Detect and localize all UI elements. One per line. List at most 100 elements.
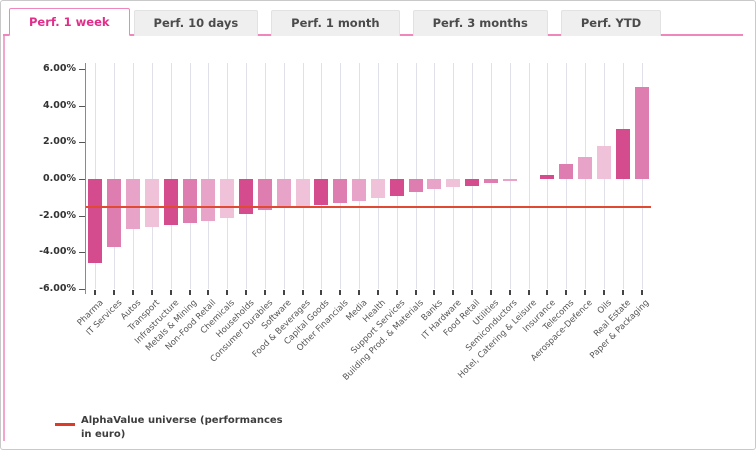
bar-autos — [126, 179, 141, 229]
gridline — [227, 63, 229, 289]
x-axis-tick — [207, 290, 210, 295]
x-axis-tick — [452, 290, 455, 295]
tab-bar: Perf. 1 week Perf. 10 days Perf. 1 month Pe… — [9, 8, 674, 36]
y-axis-tick — [79, 289, 85, 290]
gridline — [434, 63, 436, 289]
gridline — [340, 63, 342, 289]
y-axis-tick — [79, 69, 85, 70]
bar-metals-mining — [182, 179, 197, 223]
bar-it-hardware — [446, 179, 461, 188]
y-axis-label: 2.00% — [43, 136, 76, 148]
x-axis-tick — [508, 290, 511, 295]
y-axis-line — [85, 63, 86, 294]
x-axis-tick — [640, 290, 643, 295]
x-axis-tick — [245, 290, 248, 295]
gridline — [114, 63, 116, 289]
tab-perf-3-months[interactable]: Perf. 3 months — [412, 10, 548, 36]
x-axis-tick — [113, 290, 116, 295]
gridline — [359, 63, 361, 289]
y-axis-label: 6.00% — [43, 63, 76, 74]
x-axis-tick — [602, 290, 605, 295]
panel-left-border — [3, 36, 5, 441]
bar-it-services — [107, 179, 122, 247]
x-axis-tick — [565, 290, 568, 295]
gridline — [246, 63, 248, 289]
x-axis-tick — [546, 290, 549, 295]
reference-line-swatch-icon — [55, 423, 75, 426]
bar-paper-packaging — [634, 87, 649, 179]
x-axis-tick — [621, 290, 624, 295]
gridline — [170, 63, 172, 289]
bar-oils — [596, 146, 611, 179]
x-axis-tick — [433, 290, 436, 295]
bar-insurance — [540, 175, 555, 179]
bar-banks — [427, 179, 442, 190]
x-axis-tick — [150, 290, 153, 295]
bar-support-services — [389, 179, 404, 197]
legend-label-line2: in euro) — [81, 429, 126, 440]
gridline — [133, 63, 135, 289]
gridline — [396, 63, 398, 289]
bar-telecoms — [559, 164, 574, 179]
bar-software — [276, 179, 291, 209]
legend-label-line1: AlphaValue universe (performances — [81, 415, 283, 426]
x-axis-tick — [169, 290, 172, 295]
gridline — [95, 63, 97, 289]
bar-real-estate — [615, 128, 630, 179]
bar-building-prod-materials — [408, 179, 423, 192]
gridline — [151, 63, 153, 289]
gridline — [453, 63, 455, 289]
chart-legend: AlphaValue universe (performances in eur… — [55, 414, 283, 442]
legend-label: AlphaValue universe (performances in eur… — [81, 414, 283, 442]
tab-perf-ytd[interactable]: Perf. YTD — [560, 10, 662, 36]
bar-food-beverages — [295, 179, 310, 207]
tab-perf-10-days[interactable]: Perf. 10 days — [133, 10, 259, 36]
bar-aerospace-defence — [578, 157, 593, 179]
y-axis-label: 4.00% — [43, 99, 76, 111]
x-axis-tick — [282, 290, 285, 295]
bar-infrastructure — [163, 179, 178, 225]
gridline — [509, 63, 511, 289]
x-axis-tick — [226, 290, 229, 295]
bar-households — [239, 179, 254, 214]
gridline — [302, 63, 304, 289]
gridline — [283, 63, 285, 289]
bar-chemicals — [220, 179, 235, 218]
x-axis-tick — [263, 290, 266, 295]
alphavalue-universe-reference-line — [86, 205, 651, 208]
bar-consumer-durables — [257, 179, 272, 211]
bar-health — [370, 179, 385, 199]
gridline — [377, 63, 379, 289]
bar-food-retail — [465, 179, 480, 187]
gridline — [472, 63, 474, 289]
x-axis-tick — [320, 290, 323, 295]
bar-capital-goods — [314, 179, 329, 205]
x-axis-tick — [376, 290, 379, 295]
gridline — [490, 63, 492, 289]
bar-non-food-retail — [201, 179, 216, 222]
bar-transport — [144, 179, 159, 227]
gridline — [264, 63, 266, 289]
y-axis-label: -2.00% — [39, 209, 76, 221]
gridline — [528, 63, 530, 289]
gridline — [415, 63, 417, 289]
y-axis-label: -6.00% — [39, 283, 76, 294]
x-axis-tick — [132, 290, 135, 295]
y-axis-label: 0.00% — [43, 173, 76, 184]
bar-other-financials — [333, 179, 348, 203]
x-axis-tick — [301, 290, 304, 295]
bar-semiconductors — [502, 179, 517, 181]
y-axis-label: -4.00% — [39, 246, 76, 258]
x-axis-tick — [94, 290, 97, 295]
tab-perf-1-week[interactable]: Perf. 1 week — [9, 8, 130, 36]
tab-perf-1-month[interactable]: Perf. 1 month — [271, 10, 400, 36]
x-axis-tick — [414, 290, 417, 295]
y-axis-tick — [79, 179, 85, 180]
bar-media — [352, 179, 367, 201]
x-axis-tick — [395, 290, 398, 295]
gridline — [189, 63, 191, 289]
gridline — [208, 63, 210, 289]
x-axis-tick — [584, 290, 587, 295]
